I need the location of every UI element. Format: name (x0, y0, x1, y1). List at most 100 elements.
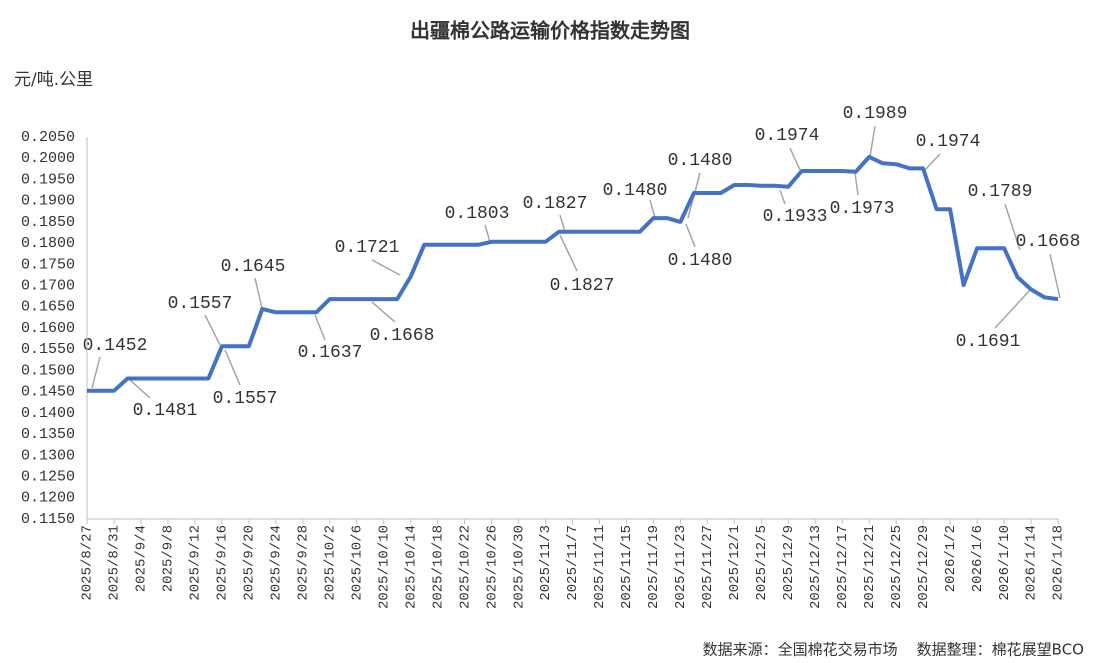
y-tick-label: 0.1350 (21, 426, 75, 443)
y-tick-label: 0.1850 (21, 214, 75, 231)
x-tick-label: 2025/12/9 (781, 525, 797, 601)
leader-line (204, 314, 221, 346)
annotation: 0.1480 (668, 251, 733, 271)
leader-line (559, 214, 566, 233)
annotation: 0.1974 (916, 132, 981, 152)
x-tick-label: 2025/12/1 (727, 525, 743, 601)
x-tick-label: 2025/12/25 (889, 525, 905, 609)
leader-line (254, 277, 263, 309)
leader-line (559, 234, 578, 272)
x-tick-label: 2026/1/14 (1024, 525, 1040, 601)
annotation: 0.1803 (445, 204, 510, 224)
x-tick-label: 2025/11/15 (619, 525, 635, 609)
x-tick-label: 2025/12/29 (916, 525, 932, 609)
annotation: 0.1645 (221, 257, 286, 277)
x-tick-label: 2026/1/10 (997, 525, 1013, 601)
y-tick-label: 0.1250 (21, 469, 75, 486)
x-tick-label: 2025/10/14 (403, 525, 419, 609)
y-tick-label: 0.1550 (21, 341, 75, 358)
x-tick-label: 2025/9/24 (269, 525, 285, 601)
annotation: 0.1827 (550, 276, 615, 296)
leader-line (994, 289, 1031, 329)
annotation: 0.1480 (668, 151, 733, 171)
annotation: 0.1974 (755, 126, 820, 146)
leader-line (869, 125, 876, 158)
leader-line (649, 199, 656, 219)
x-tick-label: 2025/9/20 (242, 525, 258, 601)
y-axis-label: 元/吨.公里 (14, 70, 93, 90)
y-tick-label: 0.1750 (21, 256, 75, 273)
y-tick-label: 0.2050 (21, 129, 75, 146)
y-tick-label: 0.1950 (21, 171, 75, 188)
x-tick-label: 2026/1/2 (943, 525, 959, 592)
leader-line (854, 172, 859, 196)
x-tick-label: 2025/8/27 (80, 525, 96, 601)
annotation: 0.1721 (335, 238, 400, 258)
annotation: 0.1668 (1016, 232, 1081, 252)
x-tick-label: 2025/11/7 (565, 525, 581, 601)
y-tick-label: 0.1700 (21, 278, 75, 295)
series-line (87, 154, 1059, 393)
x-tick-label: 2025/11/23 (673, 525, 689, 609)
x-tick-label: 2025/12/21 (862, 525, 878, 609)
annotation: 0.1989 (843, 104, 908, 124)
x-tick-label: 2025/10/22 (457, 525, 473, 609)
x-tick-label: 2025/9/28 (295, 525, 311, 601)
x-tick-label: 2025/9/12 (188, 525, 204, 601)
annotation: 0.1789 (968, 182, 1033, 202)
annotation: 0.1481 (133, 401, 198, 421)
leader-line (789, 147, 801, 171)
y-tick-label: 0.1800 (21, 235, 75, 252)
x-tick-label: 2025/10/18 (430, 525, 446, 609)
x-tick-label: 2025/8/31 (107, 525, 123, 601)
annotation: 0.1691 (956, 332, 1021, 352)
annotation: 0.1973 (830, 199, 895, 219)
y-tick-label: 0.1150 (21, 511, 75, 528)
annotation: 0.1557 (168, 294, 233, 314)
y-tick-label: 0.1900 (21, 193, 75, 210)
y-tick-label: 0.1600 (21, 320, 75, 337)
annotation: 0.1452 (83, 336, 148, 356)
leader-line (924, 153, 941, 171)
leader-line (1049, 253, 1061, 299)
x-tick-label: 2025/11/3 (538, 525, 554, 601)
x-tick-label: 2026/1/6 (970, 525, 986, 592)
x-tick-label: 2025/11/27 (700, 525, 716, 609)
y-tick-label: 0.1450 (21, 384, 75, 401)
x-tick-label: 2025/12/13 (808, 525, 824, 609)
x-tick-label: 2025/9/4 (134, 525, 150, 592)
annotation: 0.1827 (523, 194, 588, 214)
x-tick-label: 2025/9/16 (215, 525, 231, 601)
y-tick-label: 0.1500 (21, 362, 75, 379)
annotation: 0.1637 (298, 343, 363, 363)
annotations: 0.1452 0.1481 0.1557 0.1557 0.1645 0.163… (83, 104, 1081, 421)
leader-line (1004, 203, 1021, 251)
x-tick-label: 2025/10/30 (511, 525, 527, 609)
chart-title: 出疆棉公路运输价格指数走势图 (410, 19, 690, 43)
x-tick-label: 2025/10/10 (376, 525, 392, 609)
x-tick-label: 2025/9/8 (161, 525, 177, 592)
leader-line (314, 314, 326, 341)
annotation: 0.1480 (603, 181, 668, 201)
x-tick-label: 2025/10/6 (349, 525, 365, 601)
x-tick-label: 2025/11/19 (646, 525, 662, 609)
annotation: 0.1933 (763, 207, 828, 227)
y-tick-label: 0.1650 (21, 299, 75, 316)
leader-line (91, 356, 101, 389)
leader-line (484, 224, 491, 243)
x-tick-label: 2026/1/18 (1051, 525, 1067, 601)
leader-line (779, 189, 786, 205)
y-tick-label: 0.2000 (21, 150, 75, 167)
annotation: 0.1668 (370, 326, 435, 346)
x-tick-label: 2025/12/17 (835, 525, 851, 609)
x-tick-label: 2025/10/2 (322, 525, 338, 601)
leader-line (224, 349, 241, 386)
annotation: 0.1557 (213, 389, 278, 409)
y-tick-label: 0.1200 (21, 490, 75, 507)
x-tick-label: 2025/11/11 (592, 525, 608, 609)
leader-line (371, 259, 401, 276)
x-tick-label: 2025/10/26 (484, 525, 500, 609)
leader-line (685, 223, 696, 248)
x-tick-label: 2025/12/5 (754, 525, 770, 601)
